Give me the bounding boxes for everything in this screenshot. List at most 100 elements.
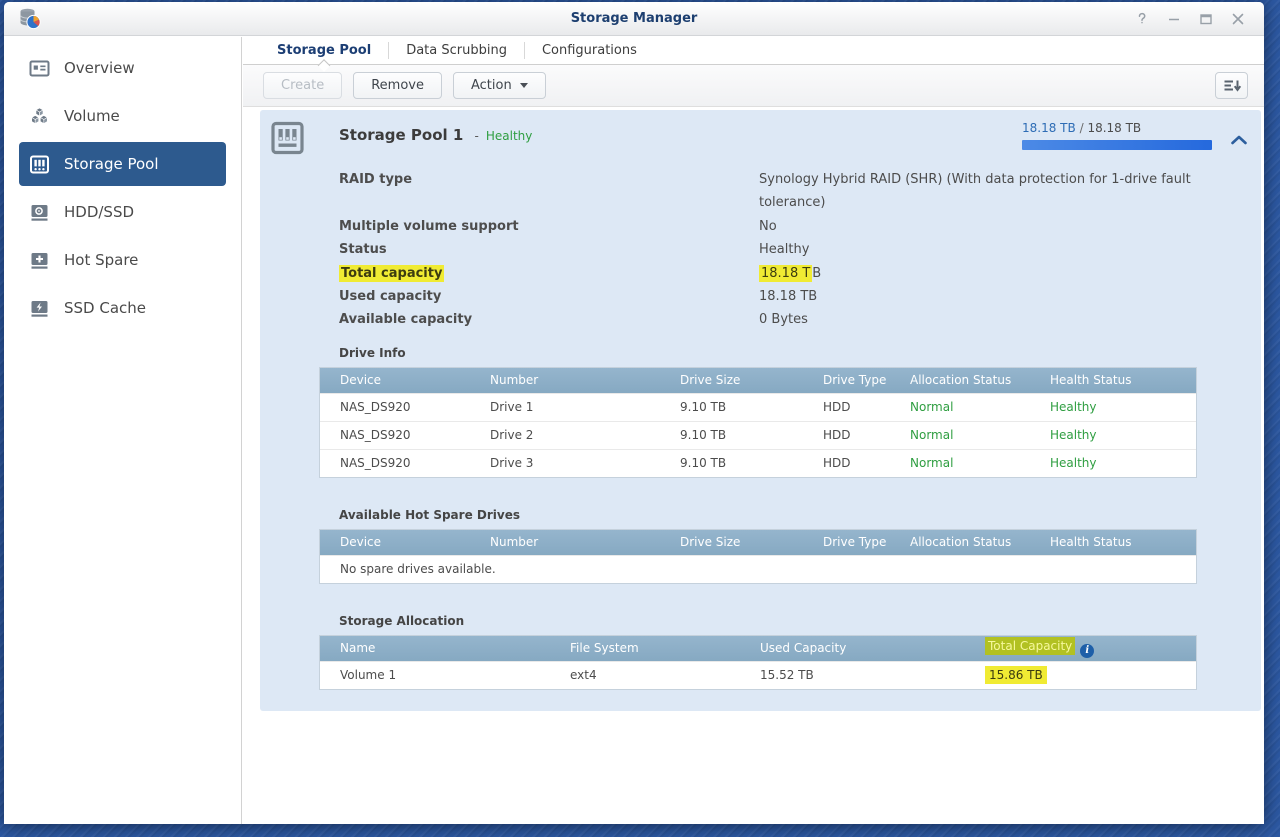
sort-list-icon	[1224, 80, 1241, 92]
storage-allocation-header-row: Name File System Used Capacity Total Cap…	[320, 635, 1198, 661]
drive-info-title: Drive Info	[339, 345, 406, 360]
capacity-summary: 18.18 TB / 18.18 TB	[1022, 121, 1212, 150]
tab-data-scrubbing[interactable]: Data Scrubbing	[406, 43, 507, 58]
sidebar-item-hdd-ssd[interactable]: HDD/SSD	[4, 188, 241, 236]
column-header-drive-size[interactable]: Drive Size	[680, 535, 741, 550]
detail-row-used-capacity: Used capacity 18.18 TB	[339, 285, 1261, 308]
sidebar-item-label: Storage Pool	[64, 155, 159, 173]
column-header-device[interactable]: Device	[340, 373, 382, 388]
cell-health-status: Healthy	[1050, 428, 1097, 443]
minimize-icon[interactable]	[1166, 11, 1182, 27]
detail-label: RAID type	[339, 172, 413, 187]
table-row-drive-3[interactable]: NAS_DS920 Drive 3 9.10 TB HDD Normal Hea…	[320, 448, 1196, 477]
column-header-health-status[interactable]: Health Status	[1050, 373, 1132, 388]
column-header-drive-type[interactable]: Drive Type	[823, 535, 887, 550]
column-header-name[interactable]: Name	[340, 641, 376, 656]
sidebar-item-ssd-cache[interactable]: SSD Cache	[4, 284, 241, 332]
detail-value: 18.18 TB	[759, 289, 818, 305]
storage-pool-large-icon	[271, 121, 304, 155]
pool-title: Storage Pool 1	[339, 126, 464, 144]
highlighted-label: Total capacity	[339, 264, 445, 282]
column-header-number[interactable]: Number	[490, 535, 539, 550]
tab-storage-pool[interactable]: Storage Pool	[260, 37, 388, 65]
help-icon[interactable]	[1134, 11, 1150, 27]
pool-header: Storage Pool 1 - Healthy 18.18 TB / 18.1…	[260, 110, 1261, 168]
column-header-device[interactable]: Device	[340, 535, 382, 550]
highlighted-cell-value: 15.86 TB	[985, 666, 1047, 685]
detail-row-raid-type: RAID type Synology Hybrid RAID (SHR) (Wi…	[339, 168, 1261, 215]
hot-spare-header-row: Device Number Drive Size Drive Type Allo…	[320, 529, 1196, 555]
hot-spare-table: Device Number Drive Size Drive Type Allo…	[319, 528, 1197, 584]
storage-manager-window: Storage Manager	[4, 2, 1264, 824]
cell-health-status: Healthy	[1050, 400, 1097, 415]
window-title: Storage Manager	[570, 11, 698, 26]
ssd-cache-icon	[29, 298, 50, 319]
cell-health-status: Healthy	[1050, 456, 1097, 471]
cell-drive-type: HDD	[823, 428, 851, 443]
storage-pool-icon	[29, 154, 50, 175]
sidebar: Overview Volume	[4, 37, 242, 824]
detail-label: Total capacity	[339, 262, 759, 285]
table-row-volume-1[interactable]: Volume 1 ext4 15.52 TB 15.86 TB	[320, 660, 1196, 689]
storage-allocation-title: Storage Allocation	[339, 613, 465, 628]
sidebar-item-overview[interactable]: Overview	[4, 44, 241, 92]
column-header-drive-type[interactable]: Drive Type	[823, 373, 887, 388]
column-header-drive-size[interactable]: Drive Size	[680, 373, 741, 388]
column-header-allocation-status[interactable]: Allocation Status	[910, 535, 1012, 550]
sidebar-item-label: Hot Spare	[64, 251, 139, 269]
detail-label: Available capacity	[339, 312, 473, 328]
collapse-panel-chevron-up-icon[interactable]	[1230, 131, 1248, 145]
sidebar-item-hot-spare[interactable]: Hot Spare	[4, 236, 241, 284]
create-button[interactable]: Create	[263, 72, 343, 99]
remove-button[interactable]: Remove	[353, 72, 442, 99]
titlebar: Storage Manager	[4, 2, 1264, 36]
column-header-used-capacity[interactable]: Used Capacity	[760, 641, 847, 656]
column-header-allocation-status[interactable]: Allocation Status	[910, 373, 1012, 388]
cell-drive-size: 9.10 TB	[680, 456, 727, 471]
close-icon[interactable]	[1230, 11, 1246, 27]
cell-device: NAS_DS920	[340, 400, 411, 415]
column-header-number[interactable]: Number	[490, 373, 539, 388]
cell-drive-size: 9.10 TB	[680, 400, 727, 415]
storage-pool-panel: Storage Pool 1 - Healthy 18.18 TB / 18.1…	[260, 110, 1261, 711]
capacity-progress-fill	[1022, 140, 1212, 150]
table-row-drive-2[interactable]: NAS_DS920 Drive 2 9.10 TB HDD Normal Hea…	[320, 420, 1196, 449]
hot-spare-icon	[29, 250, 50, 271]
cell-name: Volume 1	[340, 668, 397, 683]
sidebar-item-storage-pool[interactable]: Storage Pool	[19, 142, 226, 186]
chevron-down-icon	[519, 83, 528, 88]
cell-used-capacity: 15.52 TB	[760, 668, 814, 683]
volume-icon	[29, 106, 50, 127]
column-header-health-status[interactable]: Health Status	[1050, 535, 1132, 550]
detail-value: No	[759, 218, 777, 234]
sidebar-item-label: HDD/SSD	[64, 203, 135, 221]
info-icon[interactable]: i	[1080, 643, 1095, 658]
drive-info-table: Device Number Drive Size Drive Type Allo…	[319, 366, 1197, 478]
sidebar-item-volume[interactable]: Volume	[4, 92, 241, 140]
content-area: Storage Pool 1 - Healthy 18.18 TB / 18.1…	[243, 107, 1264, 824]
window-controls	[1134, 2, 1246, 36]
cell-number: Drive 1	[490, 400, 534, 415]
toolbar: Create Remove Action	[243, 65, 1264, 107]
cell-drive-type: HDD	[823, 400, 851, 415]
detail-row-available-capacity: Available capacity 0 Bytes	[339, 308, 1261, 331]
table-row-drive-1[interactable]: NAS_DS920 Drive 1 9.10 TB HDD Normal Hea…	[320, 392, 1196, 421]
highlighted-column-header: Total Capacity	[985, 637, 1076, 656]
maximize-icon[interactable]	[1198, 11, 1214, 27]
cell-device: NAS_DS920	[340, 456, 411, 471]
column-header-file-system[interactable]: File System	[570, 641, 639, 656]
column-header-total-capacity[interactable]: Total Capacity i	[985, 637, 1198, 658]
highlighted-value: 18.18 T	[759, 264, 813, 282]
collapse-list-button[interactable]	[1215, 72, 1248, 99]
cell-drive-type: HDD	[823, 456, 851, 471]
sidebar-item-label: SSD Cache	[64, 299, 147, 317]
overview-icon	[29, 58, 50, 79]
detail-row-multiple-volume-support: Multiple volume support No	[339, 215, 1261, 238]
cell-allocation-status: Normal	[910, 400, 954, 415]
tab-separator	[523, 42, 525, 59]
action-button[interactable]: Action	[452, 72, 546, 99]
storage-manager-app-icon	[18, 7, 41, 30]
tab-configurations[interactable]: Configurations	[541, 43, 637, 58]
